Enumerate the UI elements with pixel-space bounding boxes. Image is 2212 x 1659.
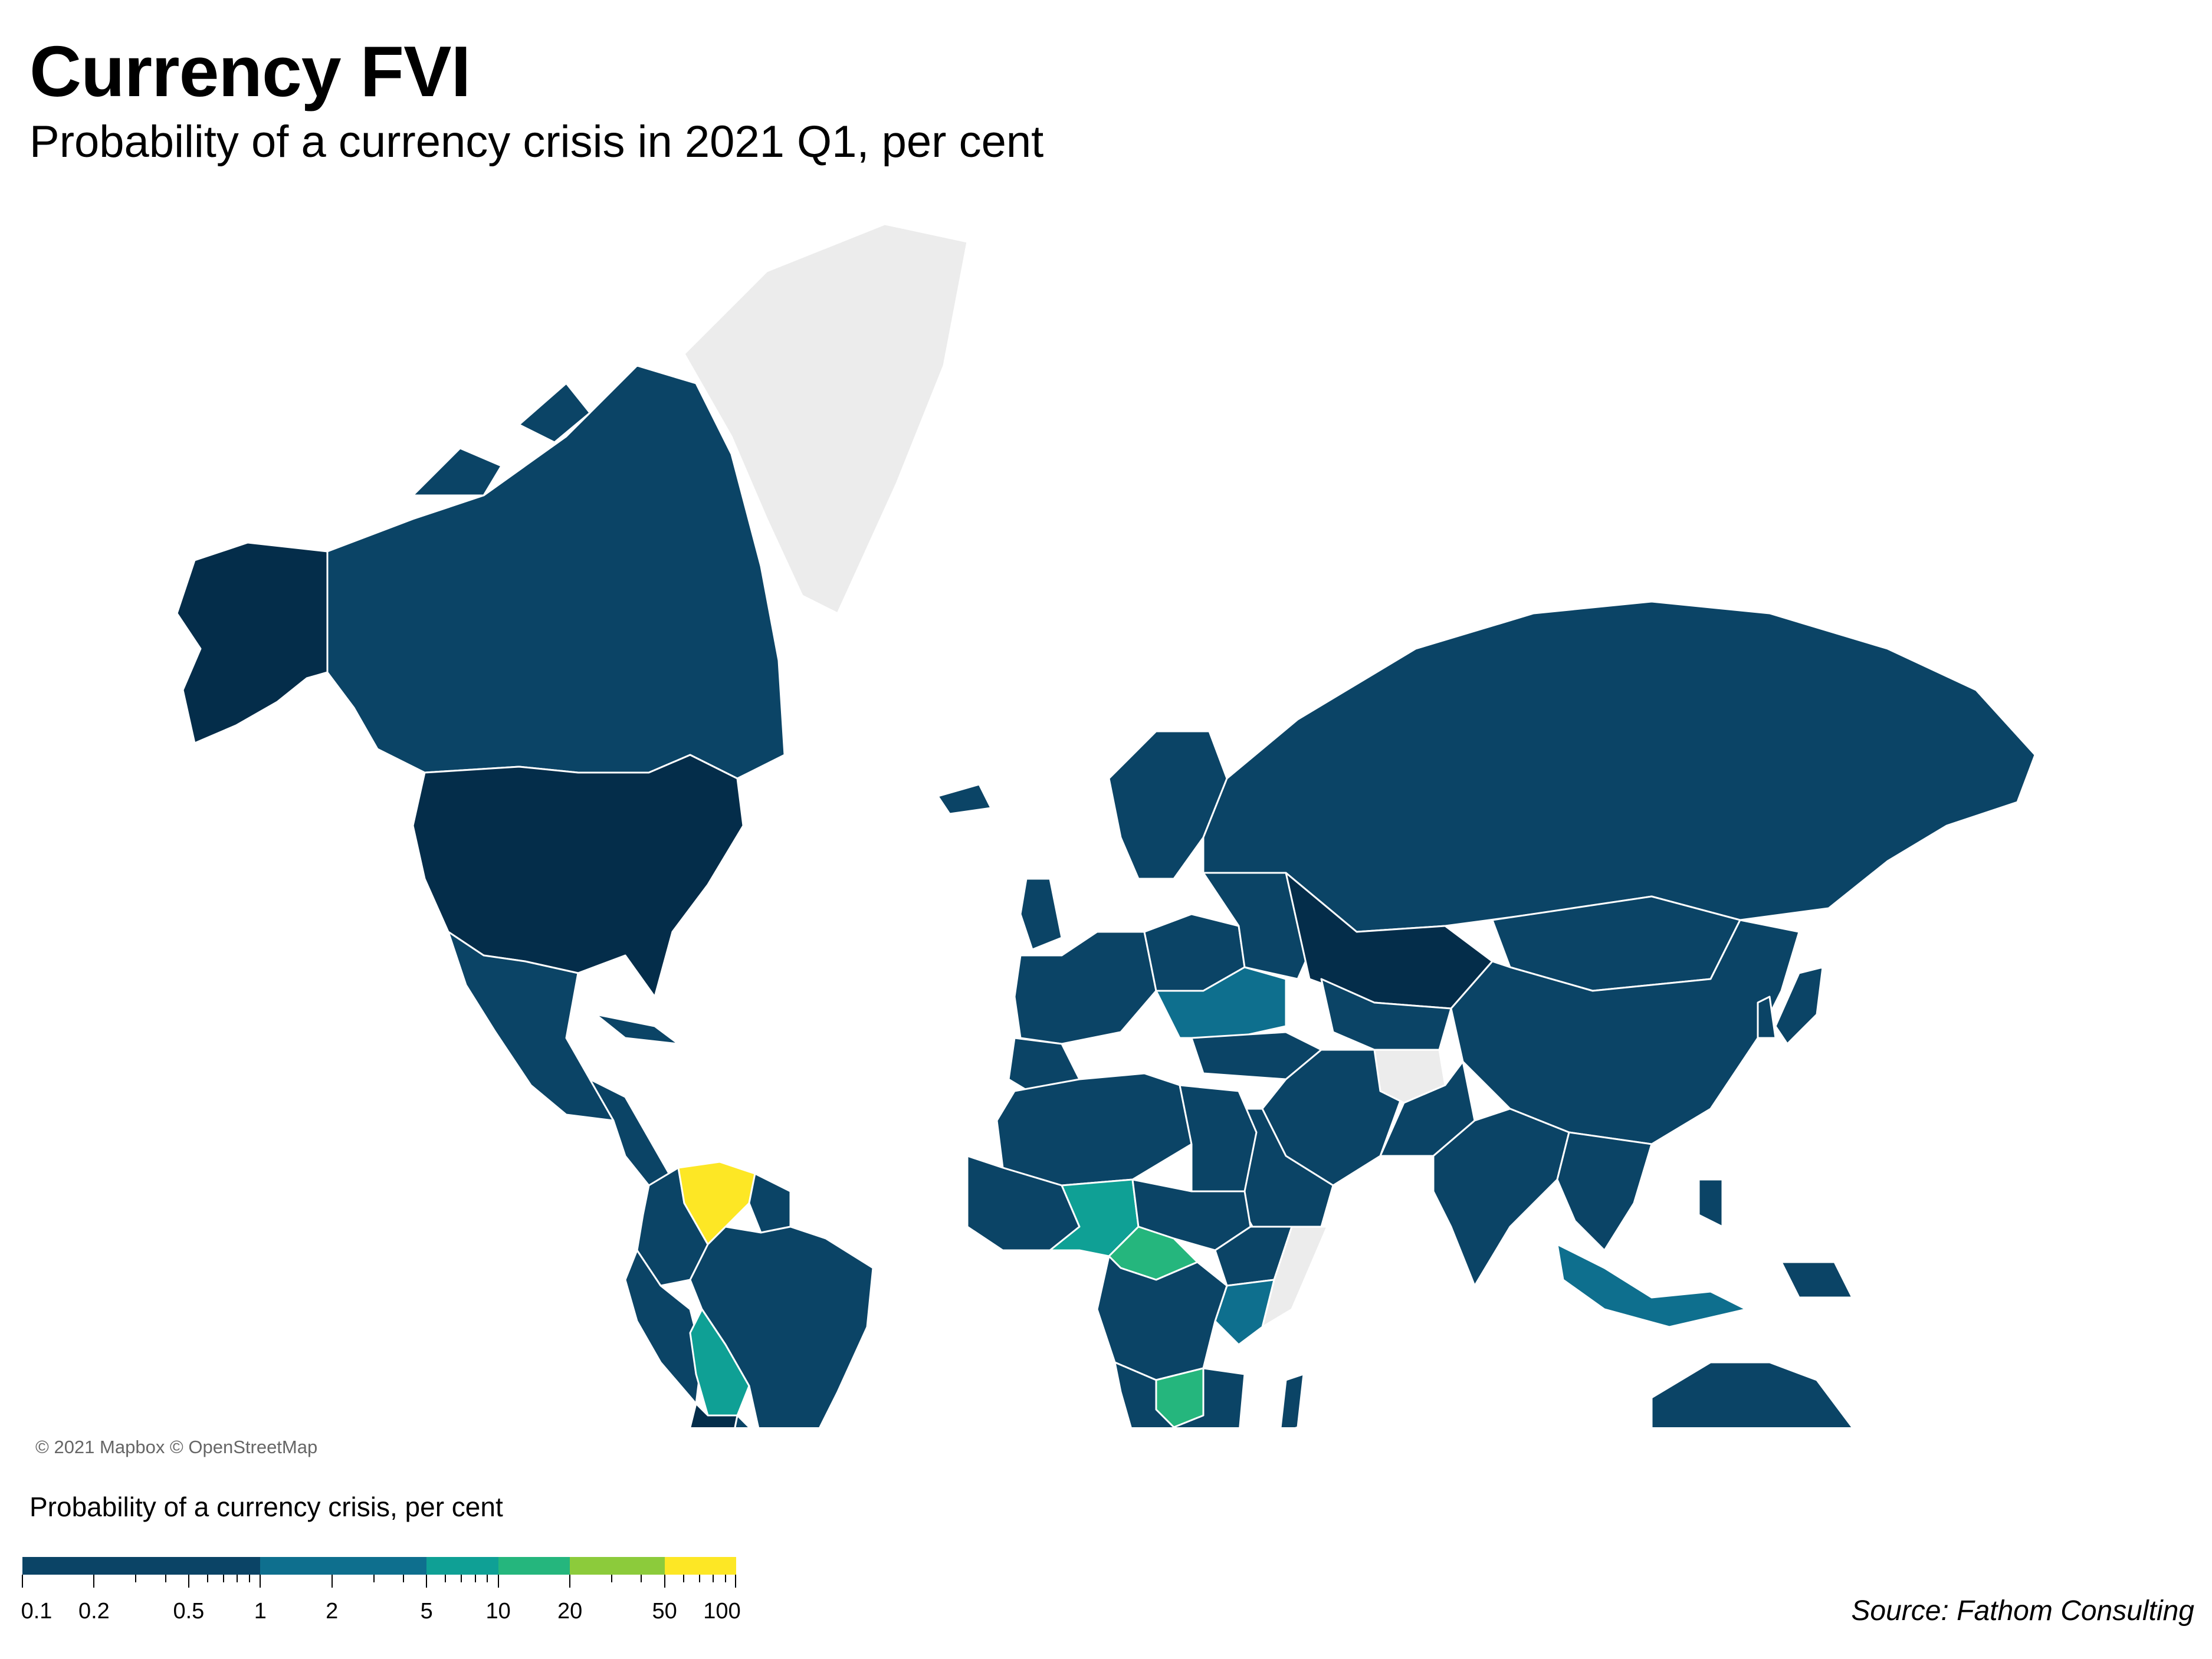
region-png xyxy=(1780,1261,1853,1299)
region-central-america xyxy=(589,1078,674,1187)
region-india xyxy=(1432,1108,1570,1287)
region-canadian-arctic xyxy=(412,382,591,497)
legend-tick xyxy=(461,1575,462,1582)
legend-tick-label: 20 xyxy=(557,1599,583,1624)
legend-band-2 xyxy=(426,1557,498,1575)
legend-tick xyxy=(373,1575,375,1582)
region-western-europe xyxy=(1013,931,1157,1045)
region-central-africa xyxy=(1096,1255,1228,1381)
legend-tick-label: 5 xyxy=(420,1599,433,1624)
legend-tick-label: 0.1 xyxy=(21,1599,52,1624)
legend-tick xyxy=(487,1575,488,1582)
legend-tick xyxy=(237,1575,238,1582)
legend-tick xyxy=(403,1575,405,1582)
chart-title: Currency FVI xyxy=(29,31,471,111)
region-madagascar xyxy=(1279,1373,1305,1427)
legend-band-5 xyxy=(664,1557,736,1575)
legend-tick-label: 100 xyxy=(703,1599,741,1624)
region-egypt-libya xyxy=(1179,1084,1258,1192)
legend-title: Probability of a currency crisis, per ce… xyxy=(29,1492,503,1522)
legend-color-bar xyxy=(22,1557,736,1575)
legend-tick xyxy=(222,1575,224,1582)
region-alaska xyxy=(176,541,329,744)
legend-axis xyxy=(22,1575,736,1592)
map-attribution[interactable]: © 2021 Mapbox © OpenStreetMap xyxy=(28,1434,325,1460)
region-australia xyxy=(1650,1361,1853,1427)
legend-tick xyxy=(698,1575,700,1582)
region-greenland xyxy=(683,223,969,615)
region-botswana xyxy=(1155,1367,1205,1427)
legend-tick-label: 2 xyxy=(326,1599,339,1624)
region-southeast-asia xyxy=(1556,1131,1653,1251)
legend-tick xyxy=(724,1575,726,1582)
legend-tick xyxy=(22,1575,23,1588)
legend-band-3 xyxy=(498,1557,570,1575)
legend-tick xyxy=(135,1575,137,1582)
region-indonesia xyxy=(1556,1243,1747,1328)
region-eastern-europe xyxy=(1155,966,1287,1039)
legend-tick xyxy=(248,1575,250,1582)
region-argentina-chile xyxy=(689,1402,739,1427)
legend-tick-label: 0.5 xyxy=(173,1599,205,1624)
legend-tick xyxy=(165,1575,166,1582)
legend-tick-label: 0.2 xyxy=(78,1599,110,1624)
legend-tick xyxy=(260,1575,261,1588)
legend-band-1 xyxy=(260,1557,427,1575)
legend-tick xyxy=(188,1575,189,1588)
region-philippines xyxy=(1698,1178,1724,1228)
region-united-states xyxy=(412,754,744,998)
region-north-africa xyxy=(996,1072,1193,1187)
legend-tick xyxy=(641,1575,642,1582)
legend-tick xyxy=(712,1575,714,1582)
legend-band-0 xyxy=(22,1557,261,1575)
legend-tick-label: 10 xyxy=(485,1599,511,1624)
region-canada xyxy=(326,364,786,780)
legend-tick xyxy=(682,1575,684,1582)
legend-tick xyxy=(497,1575,499,1588)
legend-tick xyxy=(445,1575,447,1582)
legend-band-4 xyxy=(570,1557,665,1575)
region-paraguay xyxy=(734,1414,751,1427)
legend-tick xyxy=(735,1575,736,1588)
legend-tick xyxy=(474,1575,476,1582)
legend-tick xyxy=(611,1575,613,1582)
region-uk xyxy=(1019,878,1063,951)
region-guyanas xyxy=(748,1172,792,1234)
legend-tick xyxy=(331,1575,333,1588)
legend-tick xyxy=(569,1575,571,1588)
legend-tick-label: 50 xyxy=(652,1599,677,1624)
chart-subtitle: Probability of a currency crisis in 2021… xyxy=(29,117,1044,167)
legend-tick xyxy=(664,1575,665,1588)
legend-tick-label: 1 xyxy=(254,1599,267,1624)
region-venezuela xyxy=(677,1161,756,1246)
legend-tick xyxy=(206,1575,208,1582)
world-map xyxy=(176,223,2036,1427)
legend-tick xyxy=(93,1575,95,1588)
region-iceland xyxy=(937,783,992,815)
source-note: Source: Fathom Consulting xyxy=(1851,1595,2194,1627)
legend-tick xyxy=(426,1575,428,1588)
region-korea-japan xyxy=(1757,966,1824,1045)
region-caribbean xyxy=(595,1013,680,1045)
region-russia xyxy=(1202,600,2036,933)
